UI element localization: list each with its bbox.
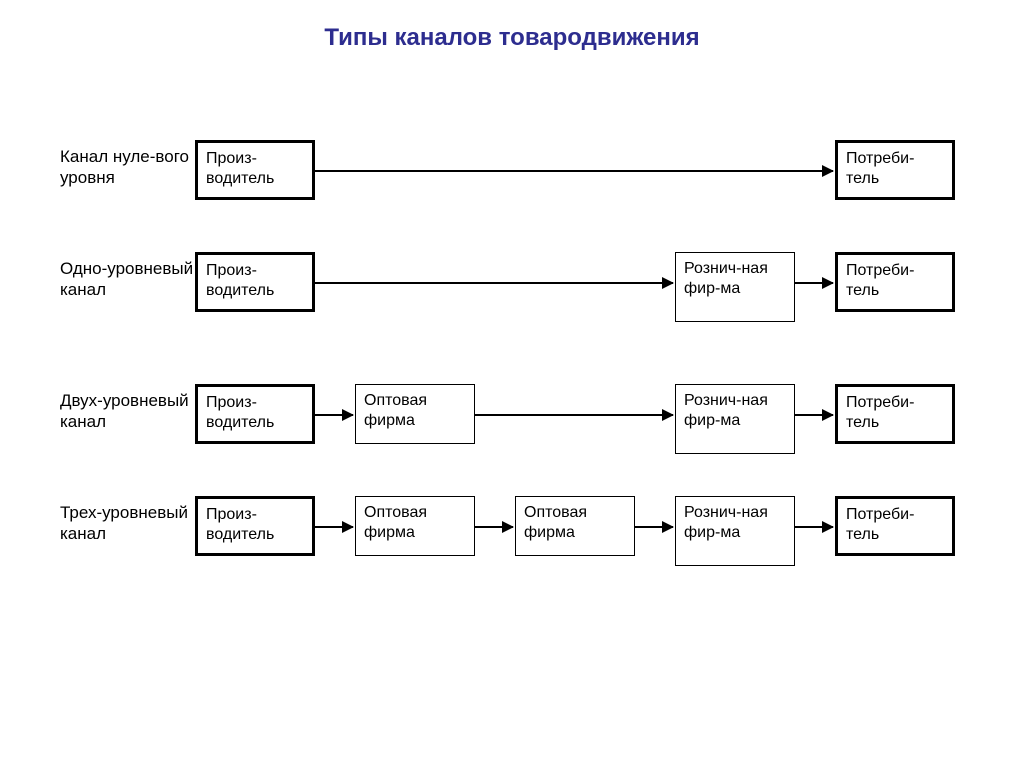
diagram-container: Канал нуле-вого уровня Произ-водитель Потр… — [60, 140, 984, 608]
flow-node: Произ-водитель — [195, 252, 315, 312]
arrow — [475, 526, 513, 528]
arrow — [795, 282, 833, 284]
channel-label: Двух-уровневый канал — [60, 384, 195, 433]
channel-row: Двух-уровневый канал Произ-водитель Оптова… — [60, 384, 984, 454]
arrow — [315, 282, 673, 284]
channel-chain: Произ-водитель Оптовая фирма Рознич-ная фи… — [195, 384, 984, 454]
arrow — [795, 414, 833, 416]
flow-node-text: Оптовая фирма — [524, 503, 626, 543]
flow-node: Потреби-тель — [835, 496, 955, 556]
channel-label: Одно-уровневый канал — [60, 252, 195, 301]
flow-node-text: Рознич-ная фир-ма — [684, 391, 786, 431]
flow-node-text: Потреби-тель — [846, 505, 944, 545]
flow-node-text: Произ-водитель — [206, 505, 304, 545]
flow-node-text: Произ-водитель — [206, 393, 304, 433]
flow-node: Рознич-ная фир-ма — [675, 496, 795, 566]
flow-node-text: Потреби-тель — [846, 261, 944, 301]
flow-node-text: Произ-водитель — [206, 261, 304, 301]
page-title: Типы каналов товародвижения — [0, 0, 1024, 52]
flow-node-text: Рознич-ная фир-ма — [684, 503, 786, 543]
arrow — [315, 414, 353, 416]
channel-row: Трех-уровневый канал Произ-водитель Оптова… — [60, 496, 984, 566]
flow-node-text: Рознич-ная фир-ма — [684, 259, 786, 299]
channel-row: Канал нуле-вого уровня Произ-водитель Потр… — [60, 140, 984, 210]
flow-node: Оптовая фирма — [355, 496, 475, 556]
flow-node: Потреби-тель — [835, 384, 955, 444]
flow-node-text: Оптовая фирма — [364, 391, 466, 431]
arrow — [635, 526, 673, 528]
channel-label: Канал нуле-вого уровня — [60, 140, 195, 189]
arrow — [315, 526, 353, 528]
arrow — [315, 170, 833, 172]
flow-node: Рознич-ная фир-ма — [675, 252, 795, 322]
channel-label: Трех-уровневый канал — [60, 496, 195, 545]
flow-node: Произ-водитель — [195, 496, 315, 556]
flow-node-text: Потреби-тель — [846, 393, 944, 433]
flow-node: Оптовая фирма — [515, 496, 635, 556]
channel-chain: Произ-водитель Оптовая фирма Оптовая фирма… — [195, 496, 984, 566]
flow-node: Произ-водитель — [195, 384, 315, 444]
flow-node-text: Оптовая фирма — [364, 503, 466, 543]
flow-node: Потреби-тель — [835, 140, 955, 200]
channel-row: Одно-уровневый канал Произ-водитель Рознич… — [60, 252, 984, 322]
arrow — [795, 526, 833, 528]
channel-chain: Произ-водитель Рознич-ная фир-ма Потреби-т… — [195, 252, 984, 322]
flow-node-text: Потреби-тель — [846, 149, 944, 189]
channel-chain: Произ-водитель Потреби-тель — [195, 140, 984, 210]
flow-node: Потреби-тель — [835, 252, 955, 312]
arrow — [475, 414, 673, 416]
flow-node: Рознич-ная фир-ма — [675, 384, 795, 454]
flow-node-text: Произ-водитель — [206, 149, 304, 189]
flow-node: Произ-водитель — [195, 140, 315, 200]
flow-node: Оптовая фирма — [355, 384, 475, 444]
